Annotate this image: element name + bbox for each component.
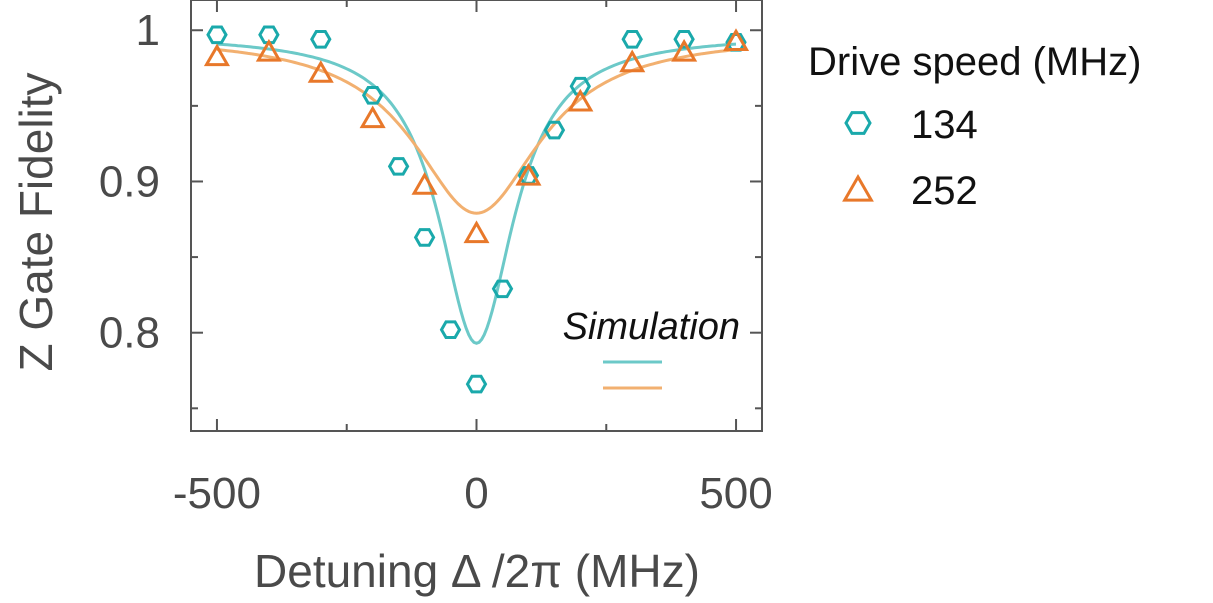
marker-134	[439, 320, 462, 339]
legend-title: Drive speed (MHz)	[808, 40, 1141, 84]
simulation-curves	[216, 42, 737, 345]
simulation-legend: Simulation	[563, 306, 740, 390]
legend: Drive speed (MHz) 134 252	[808, 40, 1141, 213]
legend-marker-252	[842, 173, 874, 202]
axis-ticks: -500 0 500 0.8 0.9 1	[99, 0, 773, 518]
marker-252	[255, 38, 282, 62]
y-axis-title: Z Gate Fidelity	[10, 72, 62, 371]
marker-252	[463, 220, 490, 244]
marker-134	[621, 30, 643, 49]
plot-border	[190, 0, 763, 432]
x-tick-label: 500	[699, 469, 772, 518]
marker-134	[413, 228, 436, 247]
marker-252	[619, 49, 646, 73]
marker-252	[723, 28, 750, 51]
legend-label-134: 134	[911, 103, 978, 147]
plot-frame	[190, 0, 763, 432]
marker-134	[543, 120, 566, 140]
marker-252	[203, 43, 230, 67]
marker-134	[206, 25, 228, 45]
x-tick-label: 0	[464, 469, 488, 518]
marker-134	[491, 279, 514, 299]
marker-252	[567, 88, 594, 112]
marker-252	[515, 162, 542, 186]
simulation-curve-134	[216, 42, 737, 345]
marker-134	[465, 374, 488, 394]
data-markers	[203, 25, 750, 394]
simulation-curve-252	[216, 48, 737, 215]
marker-252	[671, 38, 698, 62]
marker-252	[307, 60, 334, 83]
marker-252	[411, 171, 438, 195]
marker-134	[387, 157, 410, 176]
marker-134	[361, 86, 384, 105]
y-tick-label: 0.8	[99, 309, 160, 358]
y-tick-label: 0.9	[99, 157, 160, 206]
simulation-label: Simulation	[563, 306, 740, 348]
legend-label-252: 252	[911, 169, 978, 213]
legend-marker-134	[844, 111, 872, 135]
marker-252	[359, 105, 386, 129]
marker-134	[258, 25, 280, 45]
marker-134	[569, 76, 592, 96]
y-tick-label: 1	[136, 6, 160, 55]
marker-134	[310, 30, 332, 49]
x-axis-title: Detuning Δ /2π (MHz)	[254, 545, 700, 597]
x-tick-label: -500	[173, 469, 261, 518]
